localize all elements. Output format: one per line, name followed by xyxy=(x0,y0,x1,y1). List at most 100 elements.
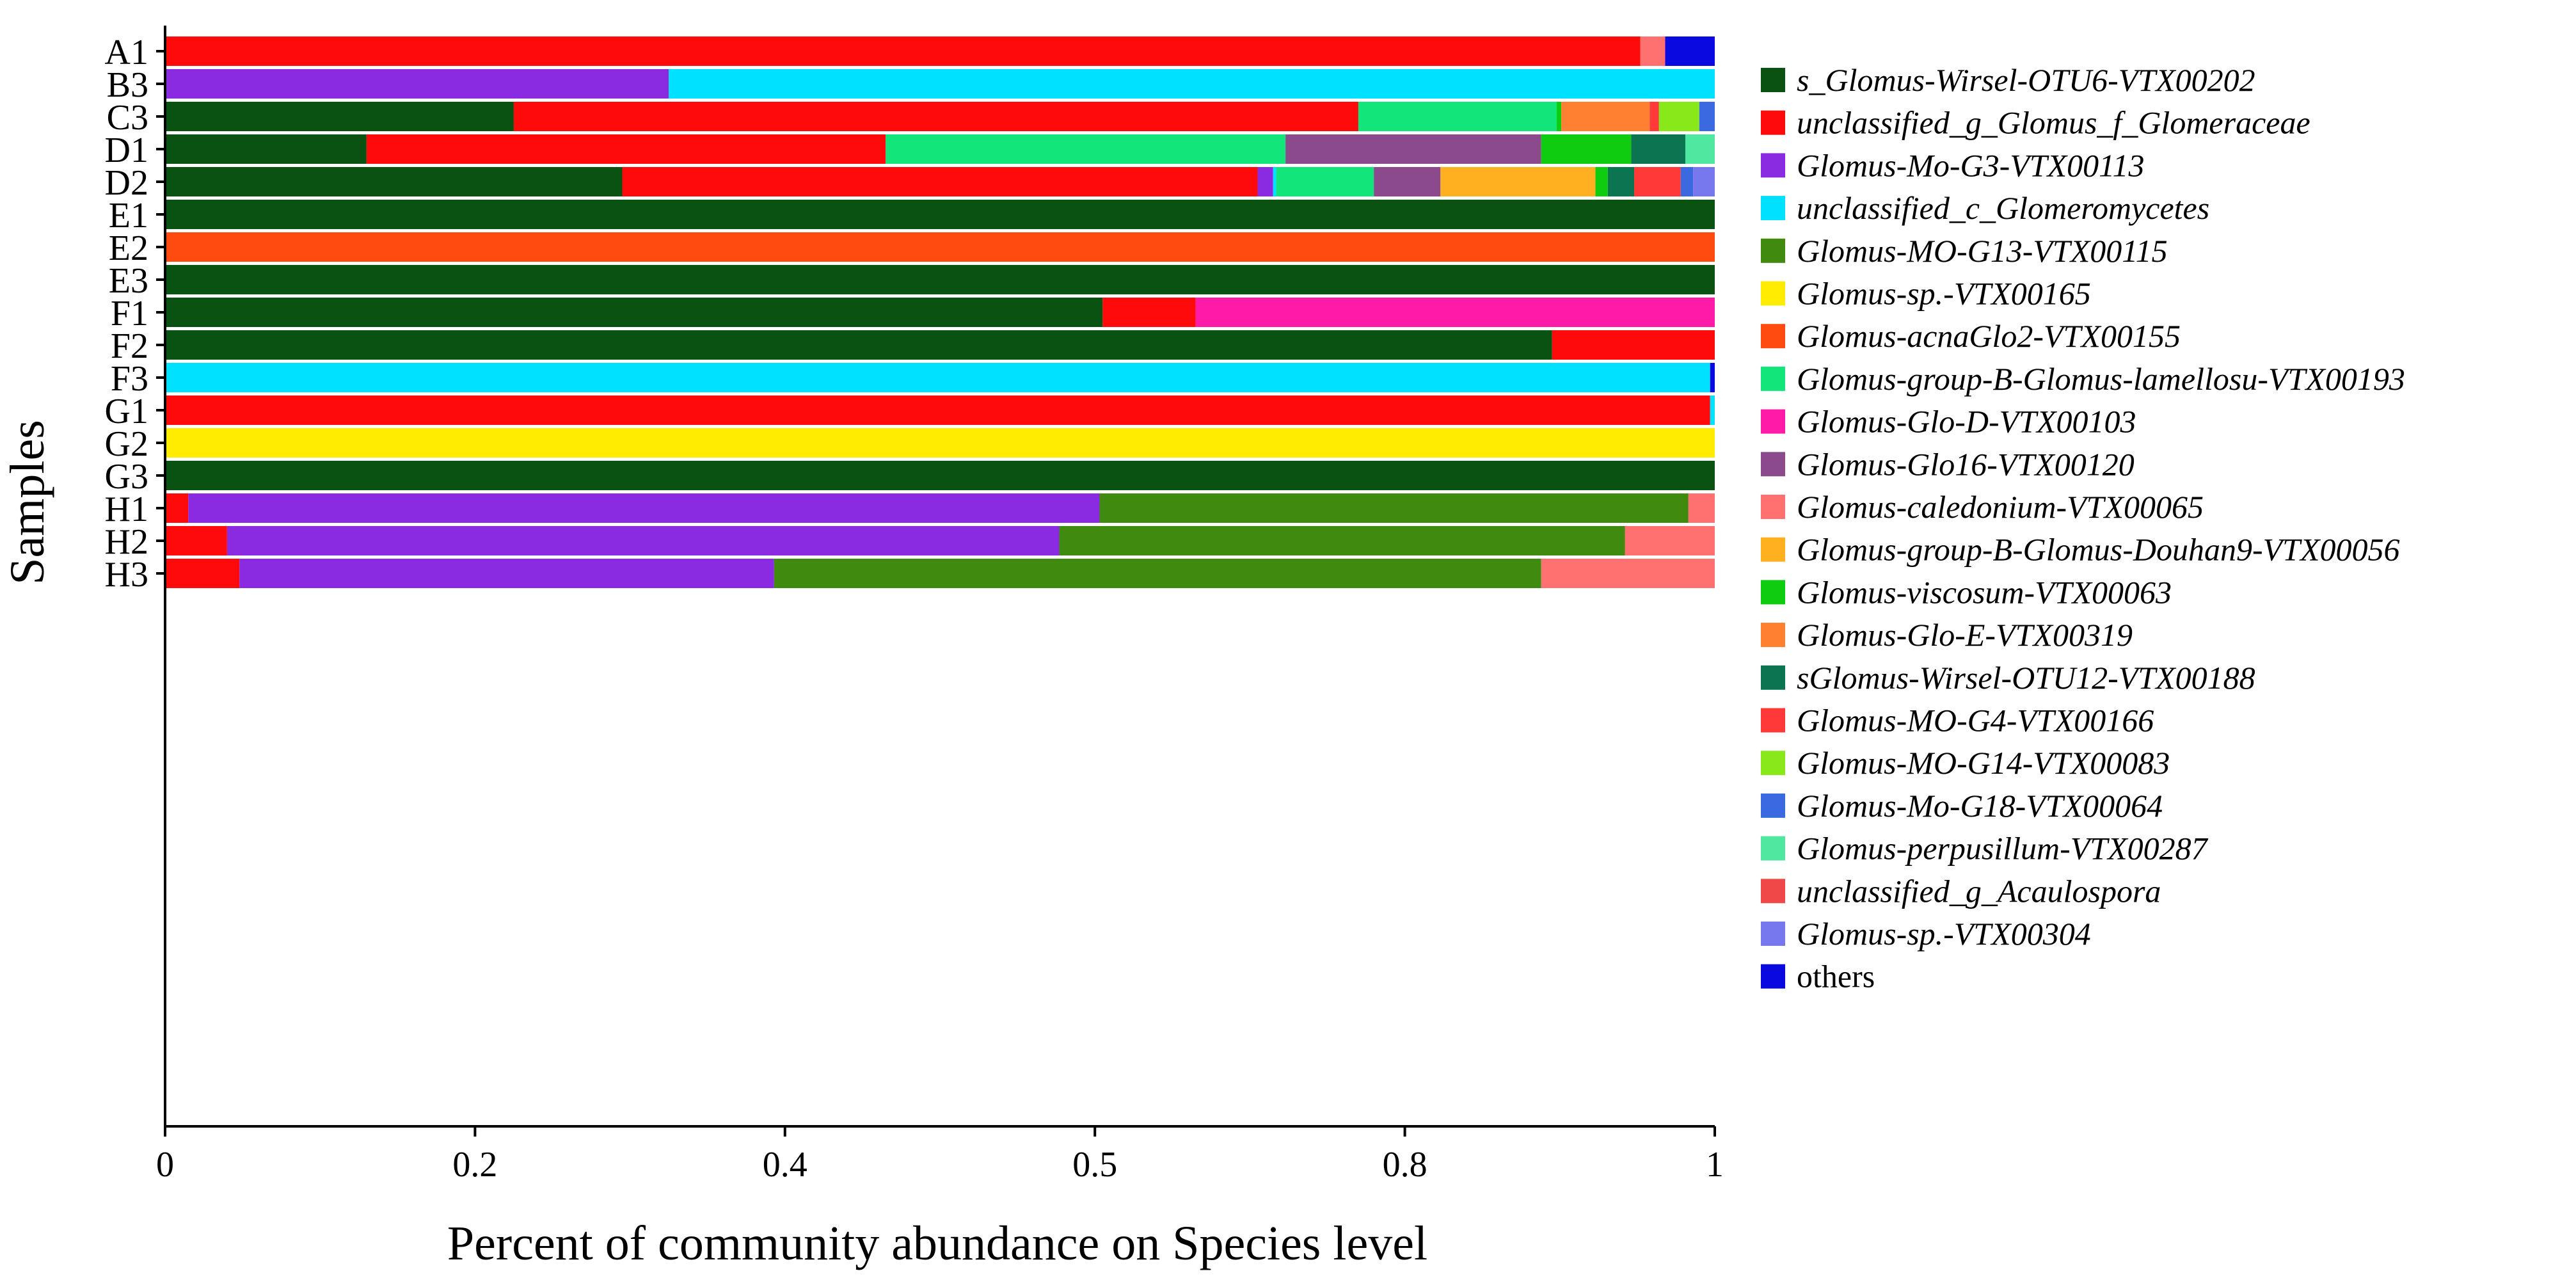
bar-segment-C3-0 xyxy=(165,102,514,131)
y-tick-label-C3: C3 xyxy=(107,98,148,138)
bar-segment-H2-1 xyxy=(165,526,227,555)
x-tick-label-2: 0.4 xyxy=(763,1145,807,1185)
bar-segment-D1-18 xyxy=(1685,134,1715,164)
legend-label-20: Glomus-sp.-VTX00304 xyxy=(1797,916,2091,952)
bar-segment-C3-12 xyxy=(1556,102,1562,131)
x-tick-label-4: 0.8 xyxy=(1383,1145,1427,1185)
legend-label-6: Glomus-acnaGlo2-VTX00155 xyxy=(1797,318,2181,354)
bar-segment-A1-21 xyxy=(1665,36,1715,66)
legend-label-15: Glomus-MO-G4-VTX00166 xyxy=(1797,703,2154,739)
y-tick-label-E2: E2 xyxy=(109,228,148,268)
bar-segment-F1-8 xyxy=(1195,298,1715,327)
y-tick-label-F3: F3 xyxy=(111,359,148,399)
legend-label-0: s_Glomus-Wirsel-OTU6-VTX00202 xyxy=(1797,62,2255,98)
axes-layer xyxy=(156,26,1716,1137)
legend-swatch-7 xyxy=(1761,366,1785,391)
legend-label-9: Glomus-Glo16-VTX00120 xyxy=(1797,446,2135,482)
legend-swatch-10 xyxy=(1761,495,1785,519)
bar-segment-G2-5 xyxy=(165,428,1715,458)
legend-label-8: Glomus-Glo-D-VTX00103 xyxy=(1797,404,2136,440)
legend-label-2: Glomus-Mo-G3-VTX00113 xyxy=(1797,147,2144,183)
legend-swatch-14 xyxy=(1761,665,1785,690)
bar-segment-H2-2 xyxy=(227,526,1060,555)
bar-segment-H3-4 xyxy=(774,559,1541,588)
y-tick-label-H1: H1 xyxy=(105,490,148,529)
legend-swatch-5 xyxy=(1761,281,1785,306)
x-tick-label-5: 1 xyxy=(1706,1145,1724,1185)
bar-segment-F2-1 xyxy=(1552,330,1715,360)
legend-swatch-6 xyxy=(1761,324,1785,349)
legend-label-1: unclassified_g_Glomus_f_Glomeraceae xyxy=(1797,105,2310,141)
bar-segment-D2-1 xyxy=(622,167,1258,196)
y-axis-title: Samples xyxy=(1,420,54,585)
y-tick-label-D1: D1 xyxy=(105,131,148,170)
legend-label-4: Glomus-MO-G13-VTX00115 xyxy=(1797,233,2168,269)
legend-swatch-0 xyxy=(1761,68,1785,92)
bar-segment-F1-1 xyxy=(1102,298,1196,327)
bar-segment-F1-0 xyxy=(165,298,1103,327)
bar-segment-D1-1 xyxy=(366,134,886,164)
bar-segment-H2-10 xyxy=(1625,526,1715,555)
legend-swatch-13 xyxy=(1761,623,1785,648)
y-tick-label-H2: H2 xyxy=(105,522,148,562)
legend-label-5: Glomus-sp.-VTX00165 xyxy=(1797,276,2091,312)
legend-swatch-9 xyxy=(1761,452,1785,477)
legend-swatch-16 xyxy=(1761,751,1785,776)
bar-segment-D2-20 xyxy=(1693,167,1715,196)
bar-segment-H3-1 xyxy=(165,559,240,588)
bar-segment-D1-9 xyxy=(1285,134,1541,164)
bar-segment-G3-0 xyxy=(165,461,1715,490)
bar-segment-D2-11 xyxy=(1440,167,1596,196)
legend-label-12: Glomus-viscosum-VTX00063 xyxy=(1797,574,2172,610)
bar-segment-F2-0 xyxy=(165,330,1552,360)
x-axis-title: Percent of community abundance on Specie… xyxy=(447,1217,1427,1270)
bar-segment-C3-16 xyxy=(1658,102,1699,131)
bar-segment-D2-3 xyxy=(1273,167,1276,196)
bar-segment-D1-12 xyxy=(1541,134,1632,164)
y-tick-label-A1: A1 xyxy=(105,33,148,72)
bar-segment-D2-2 xyxy=(1257,167,1273,196)
bar-segment-H1-2 xyxy=(188,493,1100,523)
bar-segment-C3-17 xyxy=(1699,102,1715,131)
y-tick-label-G1: G1 xyxy=(105,392,148,431)
legend: s_Glomus-Wirsel-OTU6-VTX00202 unclassifie… xyxy=(1761,62,2405,994)
bar-segment-C3-13 xyxy=(1561,102,1650,131)
bar-segment-E1-0 xyxy=(165,200,1715,229)
bar-segment-D2-14 xyxy=(1607,167,1635,196)
y-tick-label-F1: F1 xyxy=(111,294,148,333)
bar-segment-G1-3 xyxy=(1710,395,1715,425)
legend-swatch-19 xyxy=(1761,879,1785,904)
bar-segment-D1-0 xyxy=(165,134,367,164)
bars-layer xyxy=(165,36,1715,588)
legend-swatch-4 xyxy=(1761,238,1785,263)
legend-label-3: unclassified_c_Glomeromycetes xyxy=(1797,190,2209,226)
bar-segment-E3-0 xyxy=(165,265,1715,294)
bar-segment-H3-10 xyxy=(1541,559,1715,588)
bar-segment-D1-14 xyxy=(1631,134,1685,164)
y-tick-label-D2: D2 xyxy=(105,163,148,203)
bar-segment-H3-2 xyxy=(239,559,774,588)
y-tick-label-E3: E3 xyxy=(109,261,148,301)
bar-segment-D1-7 xyxy=(886,134,1286,164)
bar-segment-D2-7 xyxy=(1276,167,1374,196)
legend-label-17: Glomus-Mo-G18-VTX00064 xyxy=(1797,788,2163,824)
legend-label-7: Glomus-group-B-Glomus-lamellosu-VTX00193 xyxy=(1797,361,2405,397)
bar-segment-H1-1 xyxy=(165,493,189,523)
y-tick-label-G2: G2 xyxy=(105,424,148,464)
bar-segment-A1-10 xyxy=(1640,36,1666,66)
x-tick-label-1: 0.2 xyxy=(452,1145,497,1185)
legend-label-13: Glomus-Glo-E-VTX00319 xyxy=(1797,617,2133,653)
bar-segment-B3-3 xyxy=(669,69,1715,99)
bar-segment-D2-9 xyxy=(1374,167,1441,196)
legend-swatch-12 xyxy=(1761,580,1785,605)
bar-segment-F3-3 xyxy=(165,363,1710,392)
bar-segment-H1-10 xyxy=(1688,493,1715,523)
bar-segment-D2-17 xyxy=(1680,167,1694,196)
bar-segment-H2-4 xyxy=(1059,526,1625,555)
legend-label-18: Glomus-perpusillum-VTX00287 xyxy=(1797,831,2209,867)
bar-segment-C3-7 xyxy=(1358,102,1557,131)
y-tick-label-G3: G3 xyxy=(105,457,148,497)
bar-segment-G1-1 xyxy=(165,395,1710,425)
y-tick-label-H3: H3 xyxy=(105,555,148,595)
bar-segment-D2-15 xyxy=(1634,167,1681,196)
